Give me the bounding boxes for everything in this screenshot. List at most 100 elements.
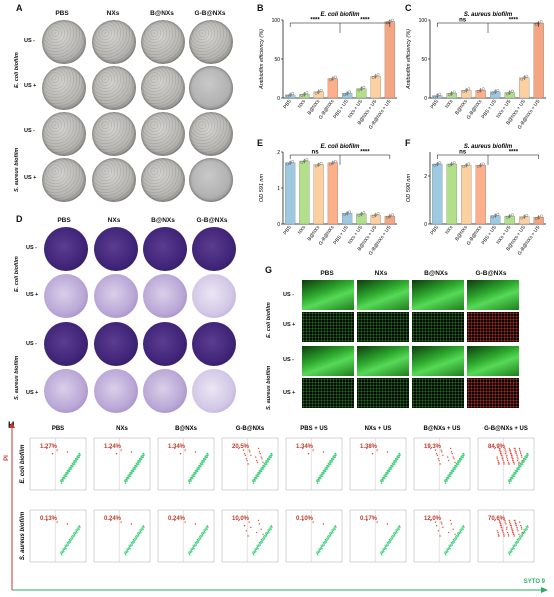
syto9-axis-arrow-head bbox=[541, 587, 548, 593]
live-cell-point bbox=[77, 527, 80, 529]
dead-cell-point bbox=[522, 459, 524, 462]
live-cell-point bbox=[388, 470, 391, 473]
dead-cell-point bbox=[520, 452, 522, 455]
dead-cell-point bbox=[517, 530, 519, 532]
dead-cell-point bbox=[451, 452, 453, 455]
live-cell-point bbox=[271, 526, 273, 528]
dead-cell-point bbox=[243, 452, 246, 455]
dead-cell-percentage: 1.34% bbox=[296, 444, 314, 450]
live-cell-point bbox=[323, 473, 325, 475]
live-cell-point bbox=[328, 465, 330, 468]
y-tick-label: 0 bbox=[277, 222, 280, 228]
dead-cell-point bbox=[430, 519, 432, 522]
live-cell-point bbox=[79, 452, 81, 455]
data-point bbox=[357, 213, 361, 217]
dead-cell-point bbox=[447, 531, 450, 534]
data-point bbox=[508, 214, 512, 218]
dead-cell-point bbox=[507, 535, 510, 537]
dead-cell-point bbox=[245, 530, 248, 532]
y-tick-label: 50 bbox=[421, 57, 427, 63]
dead-cell-point bbox=[371, 452, 374, 455]
live-cell-point bbox=[67, 473, 69, 475]
live-cell-point bbox=[525, 529, 527, 532]
live-cell-point bbox=[202, 532, 205, 535]
live-cell-point bbox=[132, 470, 135, 473]
live-cell-point bbox=[66, 545, 68, 548]
live-cell-point bbox=[527, 452, 529, 455]
dead-cell-point bbox=[506, 526, 508, 529]
live-cell-point bbox=[510, 548, 512, 550]
dead-cell-point bbox=[56, 521, 58, 523]
dead-cell-point bbox=[184, 449, 186, 451]
dead-cell-point bbox=[51, 452, 54, 455]
dead-cell-point bbox=[376, 449, 378, 451]
dead-cell-point bbox=[256, 461, 259, 463]
live-cell-point bbox=[524, 528, 527, 530]
flow-plot-box bbox=[221, 437, 279, 491]
live-cell-point bbox=[514, 541, 517, 544]
dead-cell-point bbox=[520, 526, 523, 529]
live-cell-point bbox=[124, 551, 126, 553]
live-cell-point bbox=[510, 480, 512, 482]
live-cell-point bbox=[66, 541, 69, 544]
live-cell-point bbox=[77, 529, 79, 532]
flow-plot-box bbox=[157, 509, 215, 563]
col-header-nxs: NXs bbox=[374, 270, 388, 277]
live-cell-point bbox=[254, 480, 256, 482]
data-point bbox=[328, 78, 332, 82]
live-cell-point bbox=[267, 461, 269, 463]
live-cell-point bbox=[508, 552, 510, 555]
live-cell-point bbox=[323, 544, 325, 547]
live-cell-point bbox=[512, 548, 514, 551]
dead-cell-point bbox=[520, 454, 523, 457]
live-cell-point bbox=[444, 551, 446, 553]
live-cell-point bbox=[445, 550, 447, 552]
live-cell-point bbox=[189, 551, 192, 554]
live-cell-point bbox=[454, 537, 456, 540]
panel-label-a: A bbox=[16, 3, 23, 13]
dish-d-ecoli-usminus-pbs bbox=[44, 227, 88, 271]
live-cell-point bbox=[331, 530, 334, 533]
dead-cell-point bbox=[254, 456, 257, 458]
dish-d-ecoli-usplus-nxs bbox=[94, 274, 138, 318]
live-cell-point bbox=[453, 541, 456, 543]
dead-cell-percentage: 0.24% bbox=[168, 516, 186, 522]
data-point bbox=[374, 213, 378, 217]
data-point bbox=[362, 211, 366, 215]
live-cell-point bbox=[196, 538, 199, 541]
live-cell-point bbox=[259, 544, 261, 547]
dead-cell-point bbox=[442, 454, 444, 457]
live-cell-point bbox=[449, 547, 451, 550]
live-cell-point bbox=[463, 526, 465, 528]
dead-cell-point bbox=[517, 459, 519, 462]
live-cell-point bbox=[316, 552, 318, 555]
live-cell-point bbox=[518, 539, 520, 541]
live-cell-point bbox=[333, 527, 336, 529]
data-point bbox=[359, 212, 363, 216]
dead-cell-point bbox=[504, 447, 506, 450]
live-cell-point bbox=[127, 551, 129, 553]
row-label-ecoli: E. coli biofilm bbox=[266, 302, 272, 338]
dead-cell-point bbox=[513, 533, 515, 535]
live-cell-point bbox=[518, 468, 520, 470]
live-cell-point bbox=[512, 477, 514, 480]
dead-cell-point bbox=[258, 451, 261, 453]
dead-cell-point bbox=[442, 526, 444, 529]
data-point bbox=[333, 75, 337, 79]
live-cell-point bbox=[399, 454, 401, 456]
live-cell-point bbox=[513, 547, 515, 550]
bar bbox=[384, 21, 396, 99]
x-tick-label: PBS bbox=[282, 99, 292, 110]
live-cell-point bbox=[386, 545, 388, 548]
live-cell-point bbox=[331, 529, 333, 531]
data-point bbox=[390, 213, 394, 217]
dead-cell-point bbox=[312, 449, 314, 451]
live-cell-point bbox=[520, 536, 523, 538]
dead-cell-point bbox=[506, 531, 509, 534]
dish-a-saureus-usminus-bnxs bbox=[141, 112, 185, 156]
live-cell-point bbox=[457, 463, 460, 465]
data-point bbox=[520, 77, 524, 81]
live-cell-point bbox=[262, 468, 264, 470]
live-cell-point bbox=[143, 452, 145, 455]
